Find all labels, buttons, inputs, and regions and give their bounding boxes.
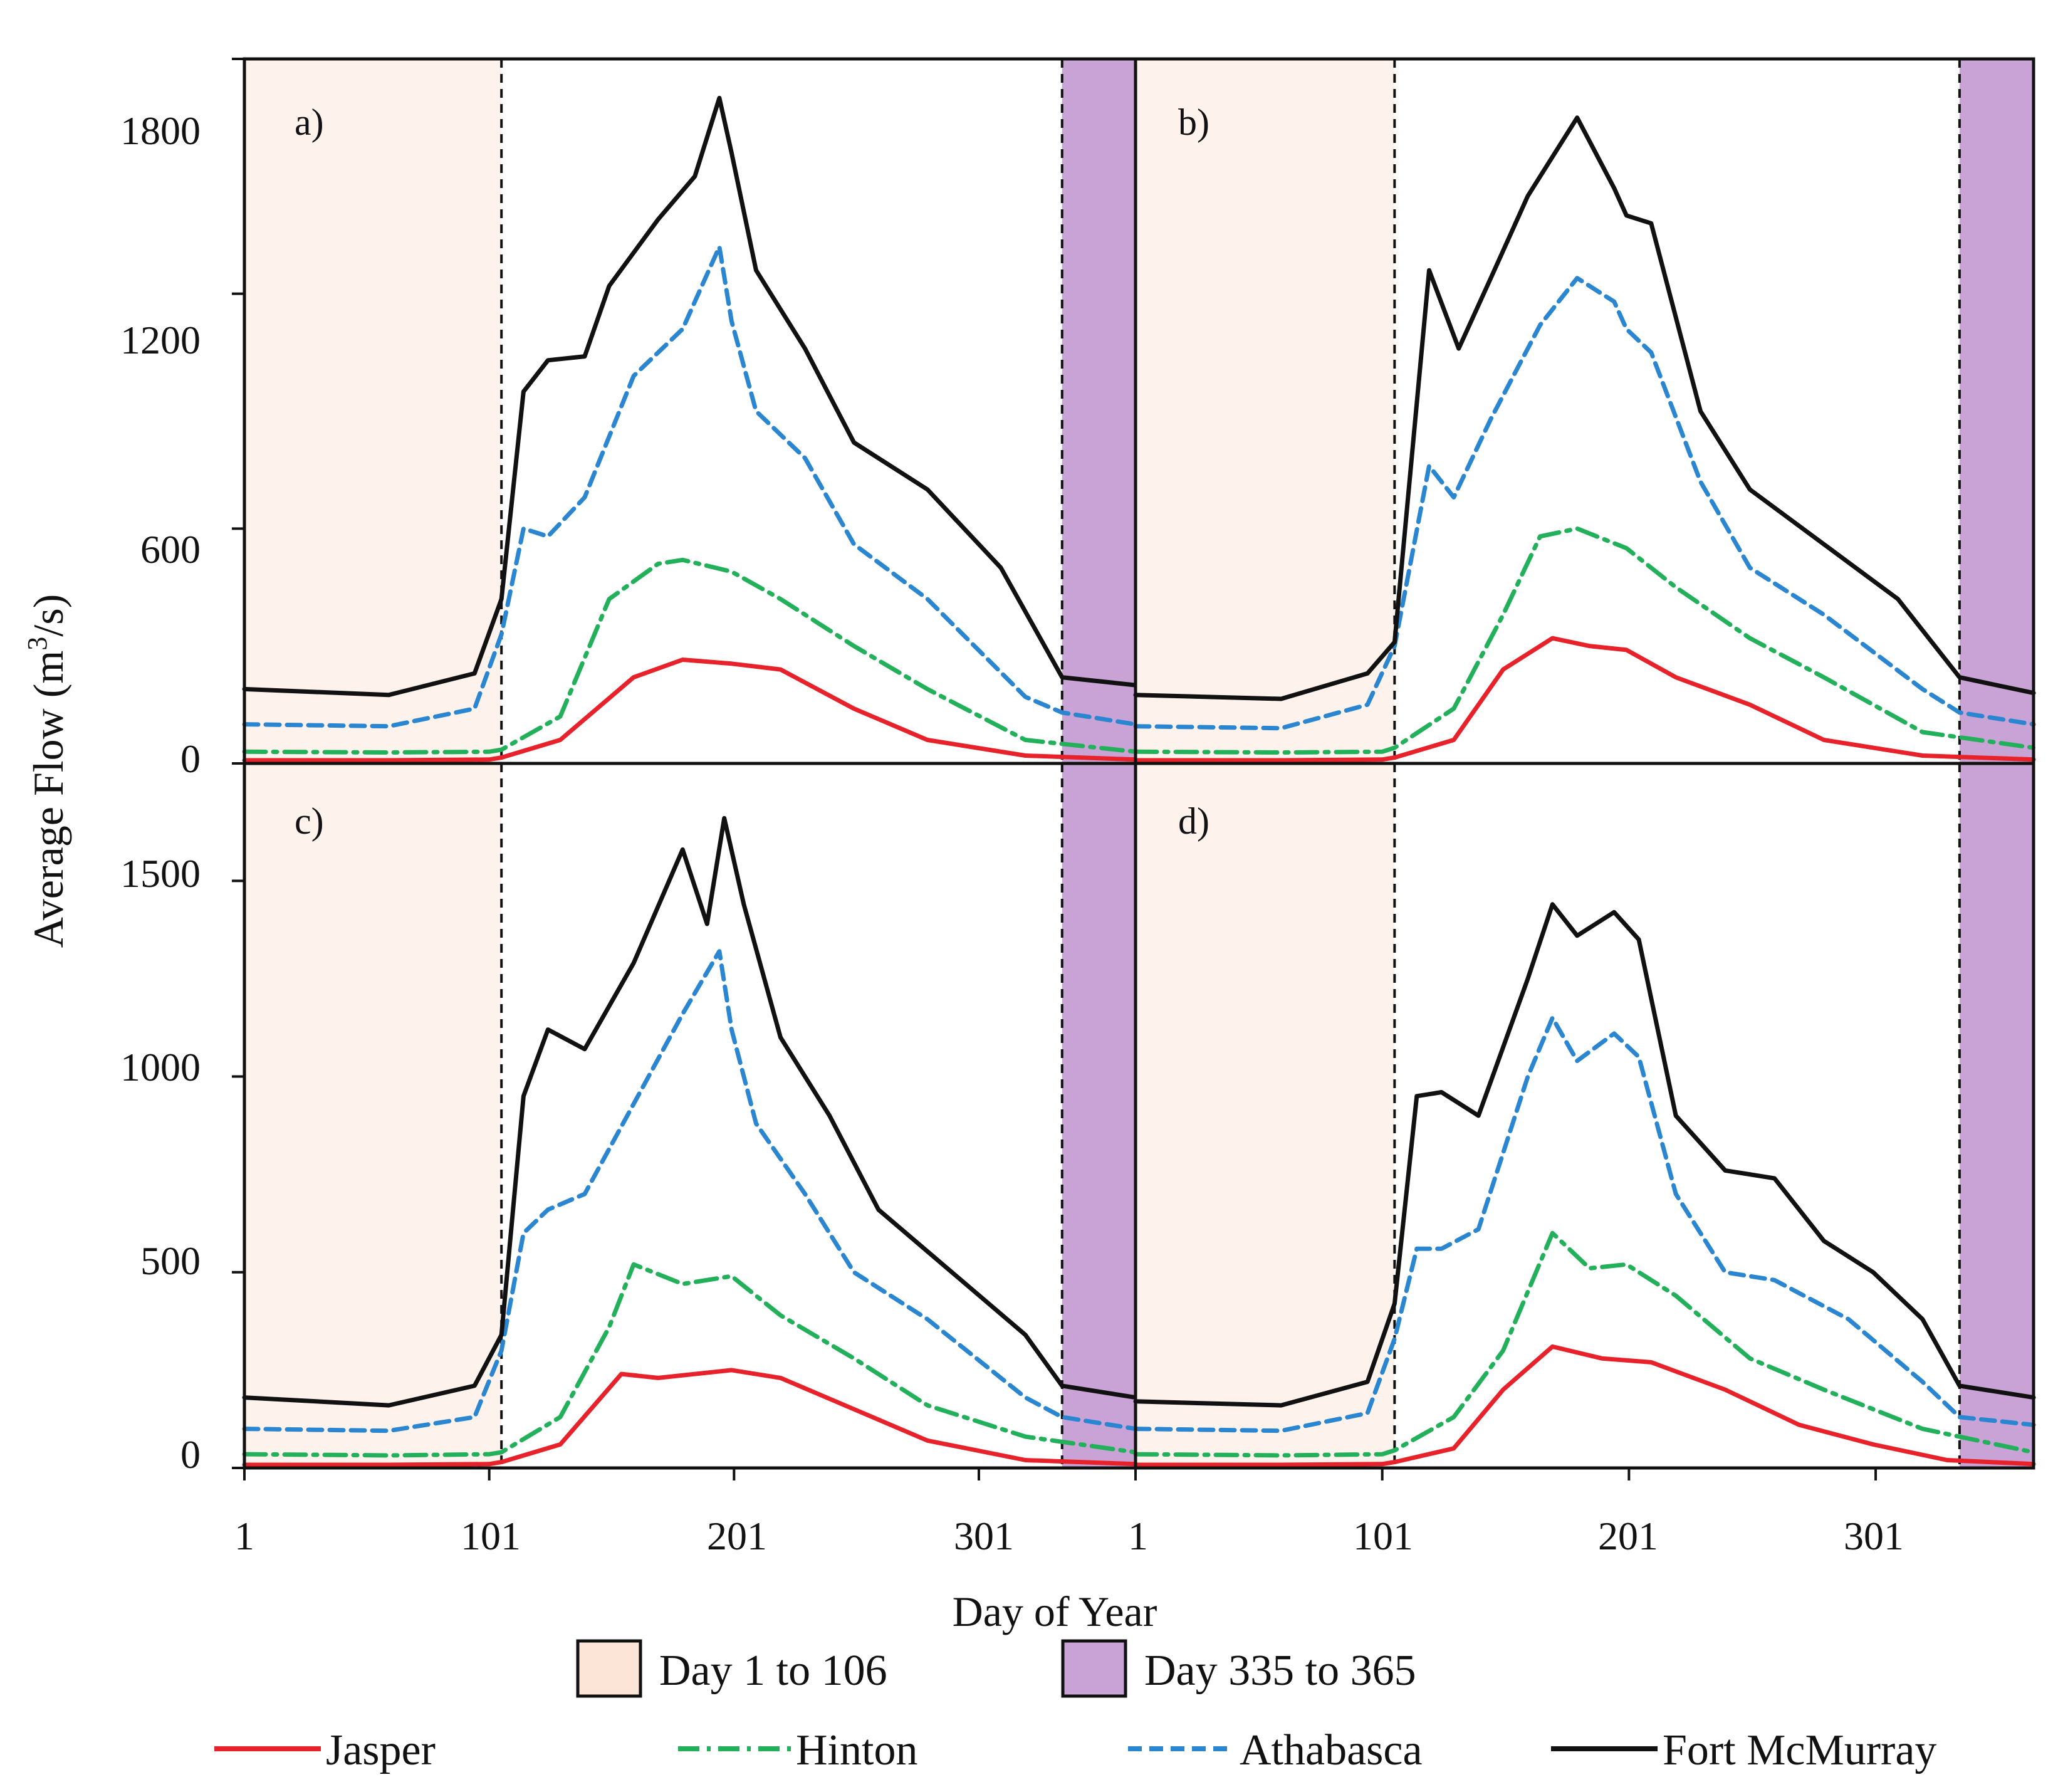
series-line-athabasca-panel-c [242, 949, 1138, 1433]
series-line-fort-mcmurray-panel-c [242, 815, 1138, 1408]
y-axis-title-main: Average Flow (m [24, 651, 72, 948]
series-line-hinton-panel-a [242, 557, 1138, 755]
tick-marks [232, 58, 1878, 1480]
shade-day-335-to-365-panel-d [1959, 763, 2034, 1468]
panel-b-label: b) [1178, 102, 1209, 143]
legend-label-day-335-to-365: Day 335 to 365 [1144, 1647, 1416, 1695]
series-line-fort-mcmurray-panel-a [242, 95, 1138, 698]
x-tick-label-left-2: 201 [707, 1514, 767, 1558]
shade-day-1-to-106-panel-a [244, 59, 502, 763]
x-axis-right: 1 101 201 301 [1128, 1514, 1904, 1558]
x-tick-label-right-2: 201 [1598, 1514, 1658, 1558]
panel-a-label: a) [295, 102, 324, 143]
series-line-jasper-panel-a [242, 658, 1138, 763]
panel-b: b) [1133, 57, 2036, 765]
series-line-fort-mcmurray-panel-b [1133, 115, 2036, 701]
y-axis-title-unit: /s) [24, 594, 72, 637]
series-line-athabasca-panel-d [1133, 1015, 2036, 1433]
legend-series: Jasper Hinton Athabasca Fort McMurray [214, 1726, 1936, 1774]
y-axis-title: Average Flow (m3/s) [22, 594, 72, 948]
legend-label-athabasca: Athabasca [1240, 1726, 1423, 1774]
legend-label-jasper: Jasper [326, 1726, 436, 1774]
x-tick-label-left-0: 1 [234, 1514, 254, 1558]
x-axis-title: Day of Year [953, 1588, 1157, 1635]
series-line-hinton-panel-b [1133, 526, 2036, 755]
y-axis-title-superscript: 3 [22, 637, 53, 651]
series-line-hinton-panel-d [1133, 1230, 2036, 1458]
series-line-athabasca-panel-b [1133, 276, 2036, 731]
panel-a-plot [242, 57, 1138, 765]
legend-periods: Day 1 to 106 Day 335 to 365 [576, 1639, 1416, 1698]
x-axis-left: 1 101 201 301 [234, 1514, 1014, 1558]
series-line-jasper-panel-c [242, 1368, 1138, 1467]
legend-label-fort-mcmurray: Fort McMurray [1663, 1726, 1936, 1774]
y-tick-label-top-0: 0 [180, 736, 201, 781]
x-tick-label-left-1: 101 [461, 1514, 521, 1558]
series-line-jasper-panel-b [1133, 636, 2036, 763]
y-tick-label-bottom-3: 1500 [120, 851, 201, 896]
shade-day-1-to-106-panel-b [1136, 59, 1395, 763]
panel-c: c) [242, 762, 1138, 1470]
y-tick-label-top-2: 1200 [120, 318, 201, 362]
x-tick-label-left-3: 301 [954, 1514, 1014, 1558]
panel-c-label: c) [295, 800, 324, 842]
shade-day-335-to-365-panel-b [1959, 59, 2034, 763]
panel-c-plot [242, 762, 1138, 1470]
panel-d: d) [1133, 762, 2036, 1470]
series-line-athabasca-panel-a [242, 244, 1138, 729]
series-line-hinton-panel-c [242, 1262, 1138, 1458]
x-tick-label-right-0: 1 [1128, 1514, 1148, 1558]
y-tick-label-bottom-2: 1000 [120, 1045, 201, 1089]
y-tick-label-top-1: 600 [140, 527, 201, 572]
legend-swatch-day-335-to-365 [1061, 1639, 1127, 1698]
y-tick-label-bottom-0: 0 [180, 1432, 201, 1477]
legend-label-day-1-to-106: Day 1 to 106 [659, 1647, 887, 1695]
shade-day-335-to-365-panel-c [1062, 763, 1136, 1468]
shade-day-1-to-106-panel-d [1136, 763, 1395, 1468]
y-tick-label-bottom-1: 500 [140, 1239, 201, 1283]
legend-swatch-day-1-to-106 [576, 1639, 642, 1698]
x-tick-label-right-1: 101 [1353, 1514, 1413, 1558]
series-line-jasper-panel-d [1133, 1344, 2036, 1467]
shade-day-1-to-106-panel-c [244, 763, 502, 1468]
shade-day-335-to-365-panel-a [1062, 59, 1136, 763]
panel-d-label: d) [1178, 800, 1209, 842]
panel-d-plot [1133, 762, 2036, 1470]
series-line-fort-mcmurray-panel-d [1133, 902, 2036, 1408]
panel-a: a) [242, 57, 1138, 765]
panel-b-plot [1133, 57, 2036, 765]
legend-label-hinton: Hinton [796, 1726, 917, 1774]
y-axis-bottom: 0 500 1000 1500 [120, 851, 201, 1477]
y-axis-top: 0 600 1200 1800 [120, 108, 201, 781]
panel-frame-d [1134, 762, 2035, 1470]
y-tick-label-top-3: 1800 [120, 108, 201, 153]
x-tick-label-right-3: 301 [1844, 1514, 1904, 1558]
